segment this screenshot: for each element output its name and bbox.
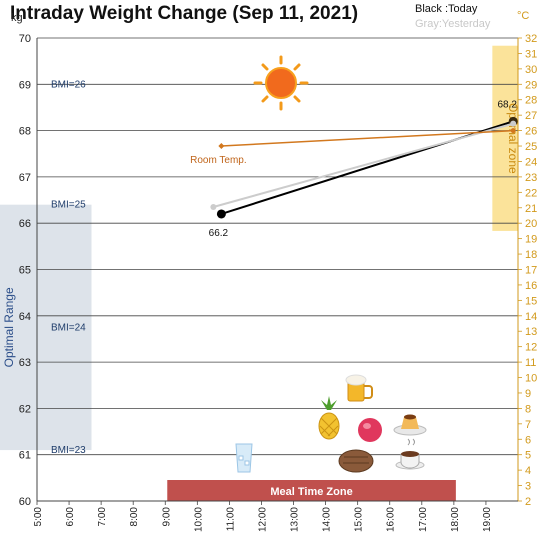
series-point [210, 203, 217, 210]
x-tick-label: 15:00 [354, 507, 365, 532]
y2-tick-label: 24 [525, 156, 537, 168]
y2-tick-label: 16 [525, 280, 537, 292]
water-glass-icon [235, 443, 253, 473]
y2-tick-label: 4 [525, 465, 531, 477]
y2-tick-label: 29 [525, 79, 537, 91]
bmi-label: BMI=26 [51, 79, 86, 90]
optimal-range-band [0, 204, 92, 451]
optimal-zone-band [492, 45, 518, 231]
y2-tick-label: 20 [525, 218, 537, 230]
series-point [510, 120, 517, 127]
pineapple-icon [318, 396, 340, 440]
y2-tick-label: 27 [525, 110, 537, 122]
data-label: 68.2 [497, 99, 517, 110]
bmi-label: BMI=24 [51, 322, 86, 333]
y-tick-label: 67 [19, 172, 31, 184]
x-tick-label: 16:00 [386, 507, 397, 532]
y2-tick-label: 15 [525, 295, 537, 307]
y2-tick-label: 26 [525, 126, 537, 138]
series-point [218, 143, 225, 150]
y2-tick-label: 32 [525, 33, 537, 45]
y-tick-label: 69 [19, 79, 31, 91]
y2-tick-label: 14 [525, 311, 537, 323]
x-tick-label: 6:00 [65, 507, 76, 527]
right-axis-unit: °C [517, 10, 529, 22]
steak-icon [338, 449, 374, 473]
y2-tick-label: 9 [525, 388, 531, 400]
coffee-icon [395, 438, 425, 470]
y2-tick-label: 30 [525, 64, 537, 76]
y2-tick-label: 19 [525, 234, 537, 246]
y2-tick-label: 31 [525, 48, 537, 60]
peach-icon [358, 418, 382, 442]
bmi-label: BMI=25 [51, 200, 86, 211]
x-tick-label: 7:00 [97, 507, 108, 527]
x-tick-label: 12:00 [257, 507, 268, 532]
x-tick-label: 11:00 [225, 507, 236, 532]
y2-tick-label: 2 [525, 496, 531, 508]
y2-tick-label: 17 [525, 265, 537, 277]
y-tick-label: 66 [19, 218, 31, 230]
y2-tick-label: 7 [525, 419, 531, 431]
x-tick-label: 18:00 [450, 507, 461, 532]
x-tick-label: 19:00 [482, 507, 493, 532]
y2-tick-label: 23 [525, 172, 537, 184]
y-tick-label: 61 [19, 450, 31, 462]
y2-tick-label: 21 [525, 203, 537, 215]
left-axis-unit: kg [11, 12, 23, 24]
x-tick-label: 13:00 [290, 507, 301, 532]
x-tick-label: 10:00 [193, 507, 204, 532]
y2-tick-label: 13 [525, 326, 537, 338]
beer-icon [345, 374, 373, 402]
y2-tick-label: 12 [525, 342, 537, 354]
series-point [216, 209, 226, 219]
meal-time-zone-bar [167, 480, 456, 501]
x-tick-label: 14:00 [322, 507, 333, 532]
y2-tick-label: 8 [525, 403, 531, 415]
x-tick-label: 5:00 [33, 507, 44, 527]
y2-tick-label: 6 [525, 434, 531, 446]
y-tick-label: 68 [19, 126, 31, 138]
bmi-label: BMI=23 [51, 445, 86, 456]
legend-today: Black :Today [415, 3, 478, 15]
y-tick-label: 60 [19, 496, 31, 508]
y-tick-label: 70 [19, 33, 31, 45]
room-temp-label: Room Temp. [190, 155, 247, 166]
y-tick-label: 64 [19, 311, 31, 323]
y2-tick-label: 22 [525, 187, 537, 199]
meal-time-zone-label: Meal Time Zone [270, 486, 352, 498]
y2-tick-label: 28 [525, 95, 537, 107]
series-line-yesterday [213, 122, 514, 208]
x-tick-label: 17:00 [418, 507, 429, 532]
chart-title: Intraday Weight Change (Sep 11, 2021) [10, 3, 358, 24]
y-tick-label: 62 [19, 403, 31, 415]
x-tick-label: 8:00 [129, 507, 140, 527]
optimal-range-label: Optimal Range [2, 287, 16, 367]
food-icons [235, 55, 427, 473]
y2-tick-label: 10 [525, 373, 537, 385]
y-tick-label: 65 [19, 265, 31, 277]
y2-tick-label: 5 [525, 450, 531, 462]
x-tick-label: 9:00 [161, 507, 172, 527]
y-tick-label: 63 [19, 357, 31, 369]
data-label: 66.2 [209, 228, 229, 239]
y2-tick-label: 18 [525, 249, 537, 261]
sun-icon [253, 55, 309, 111]
y2-tick-label: 11 [525, 357, 536, 369]
legend-yesterday: Gray:Yesterday [415, 18, 491, 30]
series-point [510, 128, 516, 134]
series-line-room-temp- [221, 129, 514, 147]
y2-tick-label: 25 [525, 141, 537, 153]
pudding-icon [393, 414, 427, 436]
y2-tick-label: 3 [525, 481, 531, 493]
